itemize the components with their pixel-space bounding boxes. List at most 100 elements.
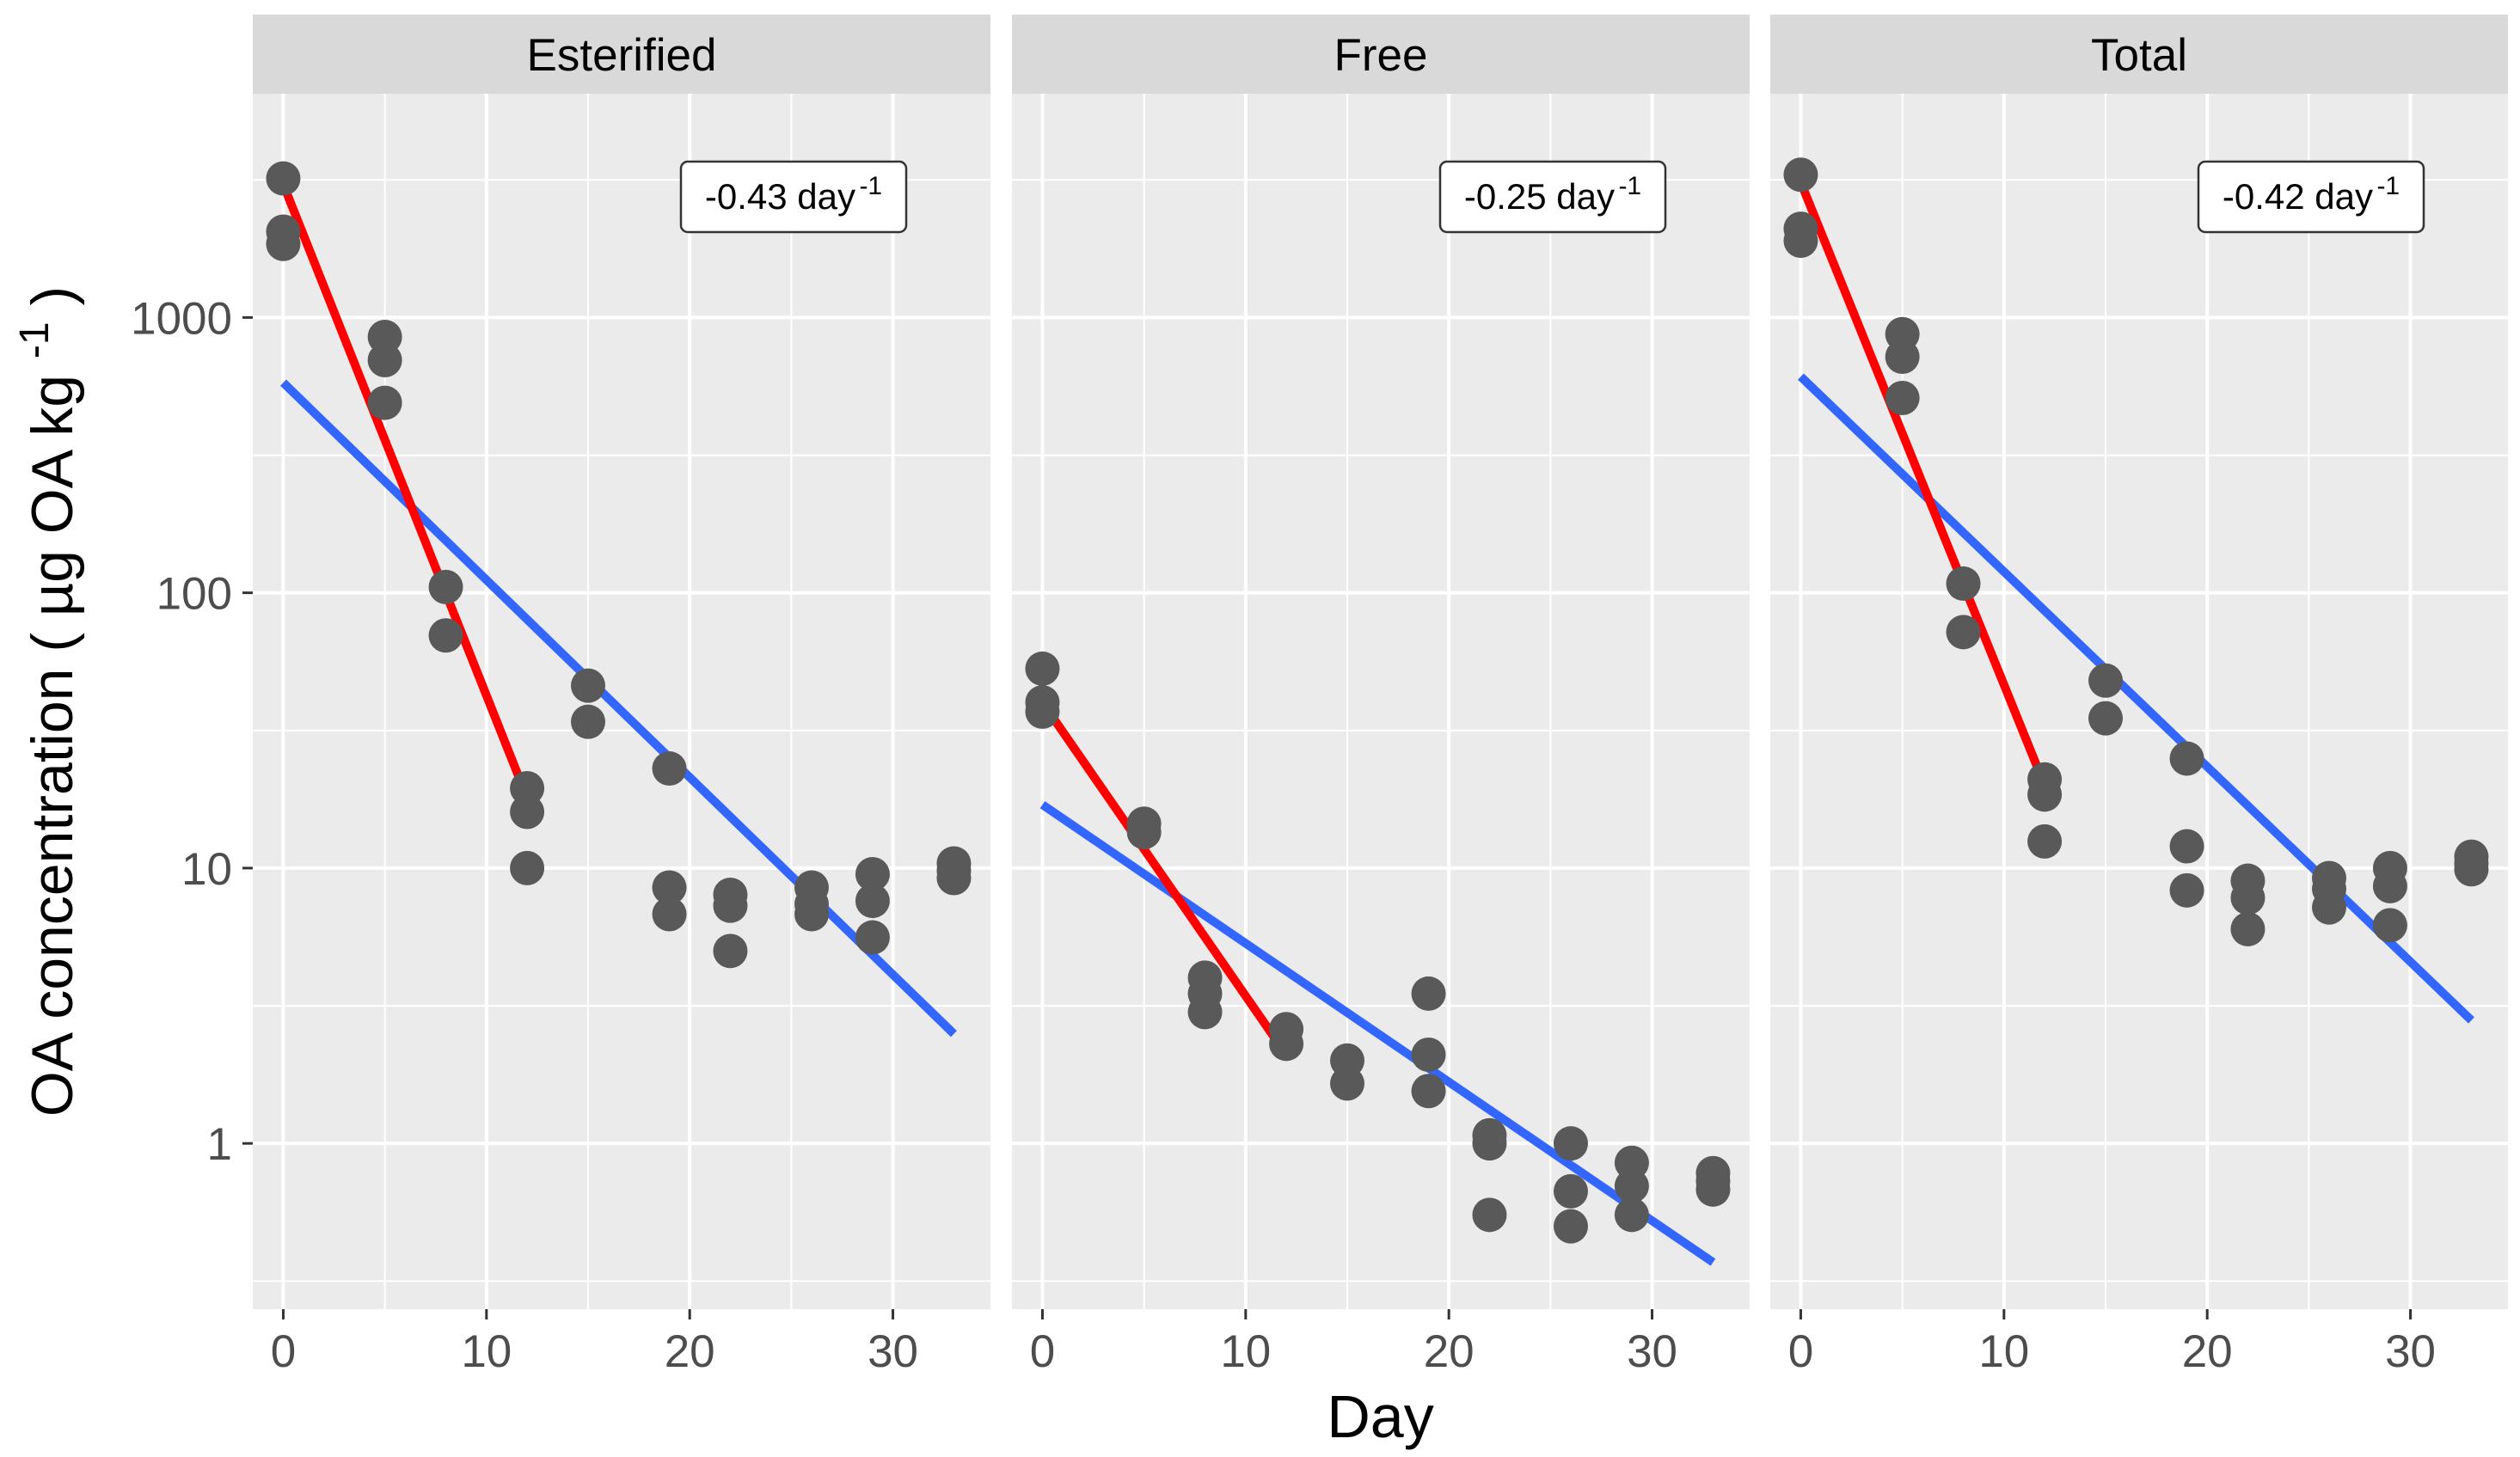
data-point-esterified-15 — [652, 897, 687, 932]
x-tick-label-10: 10 — [1220, 1326, 1271, 1377]
y-tick-label-1000: 1000 — [131, 293, 232, 344]
rate-value: -0.25 day — [1464, 176, 1615, 217]
data-point-total-14 — [2169, 829, 2204, 864]
x-tick-label-20: 20 — [1424, 1326, 1475, 1377]
y-axis-title: OA concentration ( µg OA kg -1 ) — [0, 286, 85, 1117]
strip-label-esterified: Esterified — [527, 30, 717, 81]
points-esterified — [266, 161, 972, 969]
y-tick-label-100: 100 — [156, 569, 232, 620]
data-point-total-10 — [2027, 823, 2063, 859]
y-tick-label-10: 10 — [181, 844, 232, 895]
data-point-total-15 — [2169, 872, 2204, 908]
rate-annotation-box — [679, 160, 908, 234]
rate-exponent: -1 — [2376, 172, 2400, 200]
data-point-free-26 — [1695, 1172, 1731, 1207]
data-point-total-6 — [1946, 566, 1981, 601]
data-point-free-16 — [1472, 1126, 1507, 1161]
rate-annotation-total: -0.42 day -1 — [2197, 160, 2425, 234]
fit-line-all-days — [1039, 800, 1716, 1266]
x-tick-label-20: 20 — [665, 1326, 715, 1377]
data-point-free-14 — [1411, 1074, 1446, 1109]
rate-value: -0.43 day — [705, 176, 855, 217]
fit-line-early-days — [279, 182, 531, 799]
data-point-esterified-5 — [367, 385, 402, 420]
panel-background-free — [1012, 94, 1750, 1309]
x-tick-label-30: 30 — [868, 1326, 918, 1377]
data-point-esterified-8 — [510, 771, 545, 806]
data-point-total-4 — [1885, 340, 1920, 375]
x-tick-label-0: 0 — [1030, 1326, 1055, 1377]
data-point-free-11 — [1330, 1066, 1364, 1101]
rate-exponent: -1 — [1618, 172, 1641, 200]
data-point-esterified-4 — [367, 342, 402, 377]
rate-value: -0.42 day — [2223, 176, 2373, 217]
fit-line-early-days — [1796, 181, 2049, 787]
data-point-esterified-27 — [936, 860, 972, 896]
y-axis-ticks: 1 10 100 1000 — [131, 293, 253, 1170]
data-point-total-21 — [2312, 890, 2346, 925]
data-point-total-18 — [2230, 911, 2266, 946]
data-point-esterified-17 — [713, 888, 748, 923]
panel-free: Free -0.25 day -1 0 10 20 30 — [1012, 15, 1750, 1377]
rate-annotation-free: -0.25 day -1 — [1438, 160, 1667, 234]
panel-background-esterified — [253, 94, 990, 1309]
x-axis-ticks-esterified: 0 10 20 30 — [271, 1309, 918, 1377]
data-point-total-2 — [1783, 223, 1818, 259]
rate-annotation-text: -0.43 day -1 — [705, 172, 882, 217]
fit-lines-esterified — [279, 182, 957, 1038]
data-point-free-2 — [1025, 694, 1060, 729]
data-point-free-22 — [1614, 1168, 1649, 1203]
x-tick-label-10: 10 — [1978, 1326, 2029, 1377]
data-point-total-23 — [2372, 868, 2407, 903]
x-tick-label-30: 30 — [1627, 1326, 1677, 1377]
points-free — [1025, 651, 1731, 1244]
data-point-esterified-2 — [266, 226, 301, 261]
data-point-free-4 — [1126, 815, 1162, 850]
y-axis-title-close: ) — [20, 286, 85, 306]
data-point-total-12 — [2088, 701, 2123, 736]
data-point-esterified-23 — [855, 884, 890, 919]
data-point-esterified-7 — [428, 618, 463, 653]
data-point-esterified-14 — [652, 870, 687, 905]
data-point-esterified-9 — [510, 794, 545, 830]
data-point-total-7 — [1946, 615, 1981, 650]
rate-annotation-text: -0.25 day -1 — [1464, 172, 1641, 217]
data-point-total-27 — [2454, 852, 2489, 887]
data-point-free-0 — [1025, 651, 1060, 686]
data-point-esterified-10 — [510, 850, 545, 885]
strip-label-total: Total — [2091, 30, 2187, 81]
points-total — [1783, 157, 2489, 946]
x-axis-title: Day — [1327, 1383, 1433, 1450]
strip-esterified — [253, 15, 990, 94]
data-point-esterified-12 — [571, 704, 605, 739]
panel-total: Total -0.42 day -1 0 10 20 30 — [1770, 15, 2508, 1377]
y-axis-title-exponent: -1 — [12, 321, 58, 358]
minor-gridlines-total — [1770, 94, 2508, 1309]
data-point-total-0 — [1783, 157, 1818, 193]
fit-line-all-days — [1797, 373, 2474, 1024]
strip-free — [1012, 15, 1750, 94]
major-gridlines-total — [1770, 94, 2508, 1309]
data-point-free-7 — [1187, 995, 1223, 1030]
data-point-free-9 — [1269, 1026, 1304, 1062]
rate-annotation-text: -0.42 day -1 — [2223, 172, 2400, 217]
data-point-total-13 — [2169, 741, 2204, 776]
y-tick-label-1: 1 — [207, 1119, 232, 1170]
data-point-free-23 — [1614, 1197, 1649, 1233]
x-tick-label-10: 10 — [461, 1326, 512, 1377]
x-axis-ticks-total: 0 10 20 30 — [1788, 1309, 2436, 1377]
data-point-free-17 — [1472, 1197, 1507, 1233]
data-point-esterified-11 — [571, 668, 605, 703]
x-tick-label-0: 0 — [1788, 1326, 1813, 1377]
rate-annotation-box — [1438, 160, 1667, 234]
x-axis-ticks-free: 0 10 20 30 — [1030, 1309, 1677, 1377]
fit-lines-total — [1796, 181, 2474, 1024]
data-point-esterified-0 — [266, 161, 301, 196]
data-point-esterified-13 — [652, 751, 687, 787]
data-point-total-17 — [2230, 880, 2266, 915]
data-point-total-9 — [2027, 777, 2063, 812]
strip-total — [1770, 15, 2508, 94]
data-point-free-19 — [1554, 1173, 1588, 1209]
panel-esterified: Esterified -0.43 day -1 0 10 20 30 — [253, 15, 990, 1377]
